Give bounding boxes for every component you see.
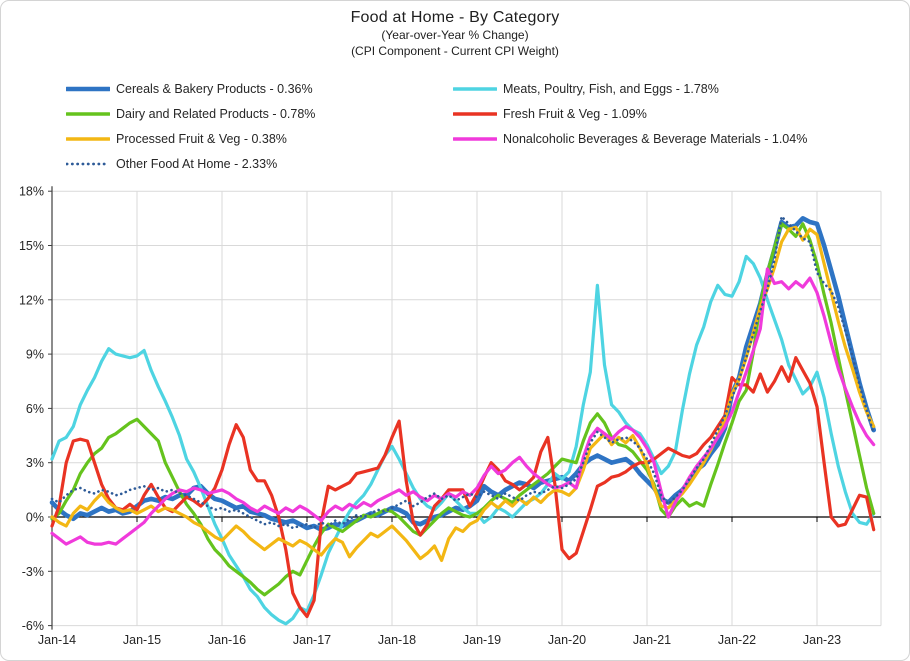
legend-swatch-processed-fruit-veg xyxy=(66,137,110,141)
x-tick-label: Jan-19 xyxy=(463,633,501,647)
y-tick-label: -3% xyxy=(22,565,44,579)
legend-label-dairy: Dairy and Related Products - 0.78% xyxy=(116,107,316,121)
legend-swatch-fresh-fruit-veg xyxy=(453,112,497,116)
x-tick-label: Jan-14 xyxy=(38,633,76,647)
legend-item-nonalcoholic-beverages: Nonalcoholic Beverages & Beverage Materi… xyxy=(453,129,807,149)
legend-swatch-nonalcoholic-beverages xyxy=(453,137,497,141)
series-line-dairy xyxy=(50,222,876,597)
legend-label-other-food-at-home: Other Food At Home - 2.33% xyxy=(116,157,278,171)
legend-item-other-food-at-home: Other Food At Home - 2.33% xyxy=(66,154,277,174)
series-line-nonalcoholic-beverages xyxy=(50,267,876,546)
x-tick-label: Jan-18 xyxy=(378,633,416,647)
legend-item-meats-poultry-fish-eggs: Meats, Poultry, Fish, and Eggs - 1.78% xyxy=(453,79,719,99)
y-tick-label: 15% xyxy=(19,239,44,253)
y-tick-label: -6% xyxy=(22,619,44,633)
legend-label-fresh-fruit-veg: Fresh Fruit & Veg - 1.09% xyxy=(503,107,647,121)
y-tick-label: 9% xyxy=(26,348,44,362)
y-tick-label: 0% xyxy=(26,511,44,525)
legend-label-nonalcoholic-beverages: Nonalcoholic Beverages & Beverage Materi… xyxy=(503,132,808,146)
x-tick-label: Jan-20 xyxy=(548,633,586,647)
y-tick-label: 12% xyxy=(19,293,44,307)
legend-label-processed-fruit-veg: Processed Fruit & Veg - 0.38% xyxy=(116,132,287,146)
legend-item-dairy: Dairy and Related Products - 0.78% xyxy=(66,104,315,124)
legend-item-fresh-fruit-veg: Fresh Fruit & Veg - 1.09% xyxy=(453,104,647,124)
chart-header: Food at Home - By Category (Year-over-Ye… xyxy=(0,9,910,59)
chart-subtitle-yoy: (Year-over-Year % Change) xyxy=(381,28,529,43)
y-tick-label: 18% xyxy=(19,185,44,199)
x-tick-label: Jan-23 xyxy=(803,633,841,647)
y-tick-label: 3% xyxy=(26,456,44,470)
series-line-meats-poultry-fish-eggs xyxy=(50,254,876,626)
legend-item-cereals-bakery: Cereals & Bakery Products - 0.36% xyxy=(66,79,313,99)
legend-label-cereals-bakery: Cereals & Bakery Products - 0.36% xyxy=(116,82,313,96)
x-tick-label: Jan-15 xyxy=(123,633,161,647)
legend-swatch-cereals-bakery xyxy=(66,86,110,92)
chart-subtitle-cpi: (CPI Component - Current CPI Weight) xyxy=(351,44,559,59)
x-tick-label: Jan-17 xyxy=(293,633,331,647)
legend-swatch-other-food-at-home xyxy=(66,162,110,166)
legend-item-processed-fruit-veg: Processed Fruit & Veg - 0.38% xyxy=(66,129,287,149)
x-tick-label: Jan-21 xyxy=(633,633,671,647)
series-line-fresh-fruit-veg xyxy=(50,356,876,619)
y-tick-label: 6% xyxy=(26,402,44,416)
legend-swatch-dairy xyxy=(66,112,110,116)
x-tick-label: Jan-16 xyxy=(208,633,246,647)
x-tick-label: Jan-22 xyxy=(718,633,756,647)
chart-title: Food at Home - By Category xyxy=(350,9,560,26)
legend-label-meats-poultry-fish-eggs: Meats, Poultry, Fish, and Eggs - 1.78% xyxy=(503,82,719,96)
legend-swatch-meats-poultry-fish-eggs xyxy=(453,87,497,91)
series-line-other-food-at-home xyxy=(50,215,876,530)
